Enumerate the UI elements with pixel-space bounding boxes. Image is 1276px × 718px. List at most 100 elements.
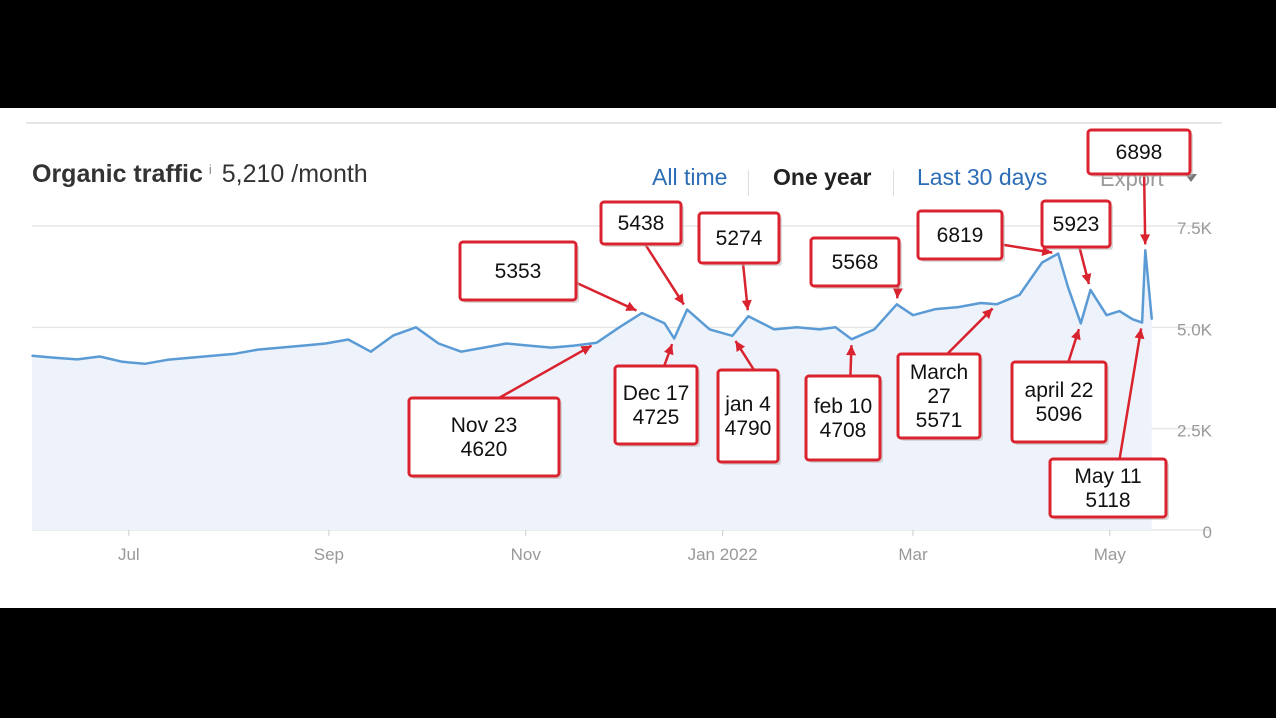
callout-arrow [575, 281, 637, 312]
data-point [934, 308, 937, 310]
data-point [595, 341, 598, 344]
y-tick-label: 5.0K [1177, 320, 1213, 339]
callout-label: 4620 [461, 438, 508, 461]
callout-label: 5353 [495, 260, 542, 283]
callout: 5923 [1040, 199, 1113, 250]
callout-label: 5118 [1085, 489, 1130, 512]
data-point [1067, 286, 1069, 288]
tab-one-year[interactable]: One year [773, 164, 872, 190]
data-point [1018, 294, 1021, 296]
data-point [505, 342, 508, 345]
callout-label: May 11 [1074, 465, 1141, 488]
callout-label: jan 4 [724, 393, 771, 416]
y-tick-label: 0 [1203, 523, 1212, 542]
callout: 5568 [809, 236, 902, 289]
x-tick-label: May [1094, 545, 1127, 564]
area-layer [32, 250, 1152, 530]
data-point [618, 326, 621, 329]
x-tick-label: Nov [511, 545, 542, 564]
data-point [76, 358, 78, 361]
callout-arrow [946, 307, 994, 355]
range-tabs: All time One year Last 30 days [0, 164, 1276, 198]
data-point [1144, 249, 1147, 252]
y-axis: 0 2.5K 5.0K 7.5K [1177, 219, 1213, 542]
data-point [347, 338, 350, 341]
callout-arrowhead [625, 301, 637, 311]
data-point [1079, 322, 1082, 325]
traffic-chart: Jul Sep Nov Jan 2022 Mar May 0 2.5K 5.0K 7.5K 53… [31, 128, 1213, 564]
data-point [31, 354, 33, 357]
data-point [392, 334, 395, 337]
callout-label: april 22 [1025, 379, 1094, 402]
top-divider [26, 122, 1222, 124]
tab-divider [748, 170, 749, 196]
data-point [673, 337, 675, 340]
data-point [144, 363, 146, 365]
data-point [773, 328, 776, 331]
callout-arrowhead [892, 288, 903, 299]
data-point [234, 352, 237, 355]
data-point [708, 328, 711, 331]
data-point [747, 315, 750, 318]
callout-label: 5568 [832, 251, 879, 274]
tab-divider [893, 170, 894, 196]
x-tick-label: Jul [118, 545, 140, 564]
data-point [370, 350, 372, 353]
callout-box [716, 368, 780, 464]
chevron-down-icon[interactable] [1185, 174, 1197, 182]
data-point [641, 312, 643, 314]
traffic-value: 5,210 /month [221, 160, 368, 188]
callout-label: 5571 [916, 409, 963, 432]
callout-label: 6898 [1116, 141, 1163, 164]
tab-last-30-days[interactable]: Last 30 days [917, 164, 1048, 190]
data-point [1141, 321, 1143, 324]
data-point [912, 314, 914, 316]
callout-label: 5274 [716, 227, 763, 250]
y-tick-label: 2.5K [1177, 422, 1213, 441]
info-icon[interactable]: i [208, 162, 212, 177]
data-point [873, 328, 876, 331]
x-axis: Jul Sep Nov Jan 2022 Mar May [118, 530, 1126, 564]
x-tick-label: Jan 2022 [688, 545, 758, 564]
data-point [460, 350, 462, 353]
callout-label: 4708 [820, 419, 867, 442]
data-point [415, 326, 417, 329]
callout-arrowhead [1134, 328, 1145, 340]
data-point [98, 355, 101, 358]
callout-arrowhead [1140, 234, 1151, 245]
data-point [979, 302, 982, 304]
callout: 5438 [599, 200, 684, 247]
callout-box [697, 211, 781, 265]
data-point [834, 326, 837, 329]
callout-box [1040, 199, 1112, 249]
series-area [32, 250, 1152, 530]
data-point [211, 354, 214, 357]
callout-label: 6819 [937, 224, 984, 247]
data-point [686, 308, 688, 311]
callout-arrow [498, 344, 593, 400]
x-tick-label: Sep [314, 545, 344, 564]
callout-label: March [910, 361, 968, 384]
data-point [896, 303, 898, 306]
y-tick-label: 7.5K [1177, 219, 1213, 238]
data-point [850, 338, 853, 340]
callout-arrowhead [1081, 273, 1092, 285]
callout-label: Nov 23 [451, 414, 518, 437]
callout-box [1086, 128, 1192, 176]
chart-title: Organic traffic [32, 160, 203, 188]
data-point [121, 360, 124, 363]
data-point [437, 342, 440, 345]
callout-label: 5438 [618, 212, 665, 235]
callout: 6898 [1086, 128, 1193, 177]
data-point [573, 344, 575, 347]
callout-label: 5096 [1036, 403, 1083, 426]
callout-label: 5923 [1053, 213, 1100, 236]
data-point [302, 344, 304, 347]
tab-all-time[interactable]: All time [652, 164, 728, 190]
data-point [957, 306, 959, 308]
